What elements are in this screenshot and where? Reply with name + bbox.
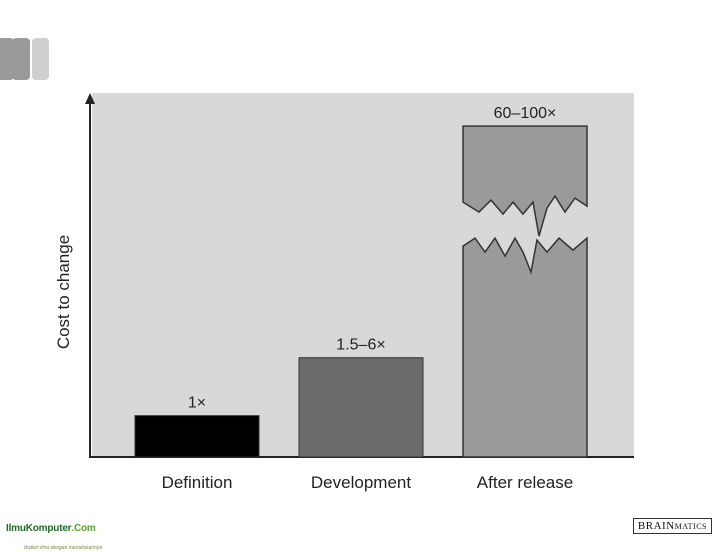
logo-tagline: Ikatlah ilmu dengan menuliskannya — [24, 545, 103, 551]
bar-definition — [134, 415, 260, 458]
bar-development — [298, 357, 424, 458]
decoration-block-1 — [0, 38, 14, 80]
y-axis-label: Cost to change — [54, 234, 73, 350]
data-label-development: 1.5–6× — [336, 337, 385, 354]
y-axis-arrow — [85, 93, 95, 104]
bar-after-release-bottom — [462, 236, 588, 458]
decoration-block-3 — [32, 38, 49, 80]
logo-brand-suffix: .Com — [71, 523, 96, 534]
category-label-definition: Definition — [162, 473, 233, 492]
category-label-development: Development — [311, 473, 411, 492]
decoration-block-2 — [12, 38, 30, 80]
logo-brand-text: IlmuKomputer — [6, 523, 72, 534]
cost-chart: 1× Definition 1.5–6× Development 60–100× Afte… — [85, 93, 634, 492]
logo-part-b: MATICS — [674, 522, 707, 531]
data-label-after-release: 60–100× — [494, 105, 557, 122]
ilmukomputer-logo: IlmuKomputer.Com Ikatlah ilmu dengan men… — [6, 518, 102, 554]
brainmatics-logo: BRAINMATICS — [632, 518, 712, 534]
category-label-after-release: After release — [477, 473, 573, 492]
data-label-definition: 1× — [188, 395, 206, 412]
bar-after-release-top — [462, 125, 588, 237]
logo-part-a: BRAIN — [637, 520, 675, 532]
